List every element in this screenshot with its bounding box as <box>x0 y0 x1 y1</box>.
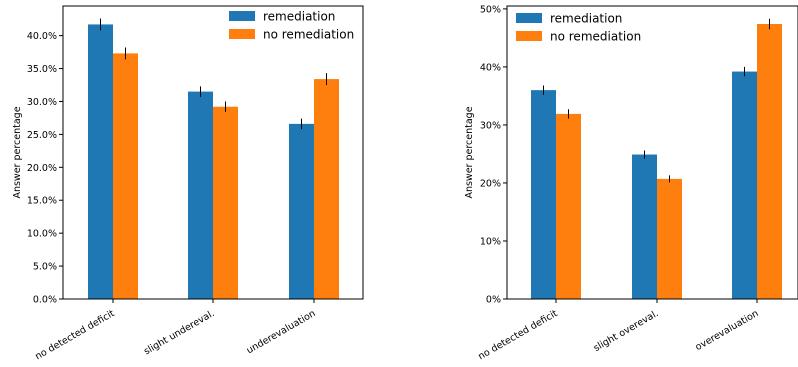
bar-remediation-2 <box>188 91 213 299</box>
chart-1: 0.0% 5.0% 10.0% 15.0% 20.0% 25.0% 30.0% 35.0% 40… <box>12 5 364 362</box>
bar-remediation-3 <box>289 123 314 299</box>
y-tick-label: 0% <box>486 295 501 306</box>
y-tick-label: 10.0% <box>27 229 57 240</box>
y-tick-label: 30.0% <box>27 97 57 108</box>
bar-no-remediation-3 <box>314 79 339 300</box>
bar-remediation-1 <box>88 24 113 300</box>
y-tick-label: 50% <box>480 4 501 15</box>
bar-no-remediation-2 <box>657 178 682 299</box>
bar-no-remediation-2 <box>213 106 238 300</box>
chart-2: 0% 10% 20% 30% 40% 50% no detected deficit slig… <box>464 4 798 362</box>
legend-label-remediation: remediation <box>263 10 335 24</box>
y-tick-label: 40% <box>480 62 501 73</box>
y-tick-label: 20% <box>480 178 501 189</box>
legend-label-no-remediation: no remediation <box>550 30 641 44</box>
bar-no-remediation-1 <box>556 113 581 299</box>
y-tick-label: 25.0% <box>27 130 57 141</box>
x-tick-label: underevaluation <box>245 308 318 356</box>
legend-swatch-remediation <box>229 11 255 21</box>
y-axis-label: Answer percentage <box>12 106 23 198</box>
legend-swatch-no-remediation <box>229 29 255 39</box>
bar-remediation-3 <box>732 71 757 299</box>
y-tick-label: 5.0% <box>33 262 57 273</box>
y-tick-label: 20.0% <box>27 163 57 174</box>
y-tick-label: 30% <box>480 120 501 131</box>
legend-swatch-remediation <box>516 13 542 23</box>
y-tick-label: 15.0% <box>27 196 57 207</box>
bar-remediation-1 <box>531 90 556 299</box>
bar-remediation-2 <box>632 154 657 299</box>
y-axis-label: Answer percentage <box>464 106 475 198</box>
y-tick-label: 35.0% <box>27 64 57 75</box>
plot-frame <box>506 5 798 300</box>
x-tick-label: slight undereval. <box>142 308 216 357</box>
x-tick-label: no detected deficit <box>33 308 116 362</box>
y-tick-label: 0.0% <box>33 295 57 306</box>
legend-label-remediation: remediation <box>550 12 622 26</box>
legend-swatch-no-remediation <box>516 31 542 41</box>
x-tick-label: slight overeval. <box>592 308 661 354</box>
x-tick-label: overevaluation <box>694 308 761 353</box>
x-tick-label: no detected deficit <box>476 308 559 362</box>
bar-no-remediation-1 <box>113 53 138 300</box>
bar-no-remediation-3 <box>757 23 782 299</box>
y-tick-label: 10% <box>480 236 501 247</box>
y-tick-label: 40.0% <box>27 31 57 42</box>
legend-label-no-remediation: no remediation <box>263 28 354 42</box>
